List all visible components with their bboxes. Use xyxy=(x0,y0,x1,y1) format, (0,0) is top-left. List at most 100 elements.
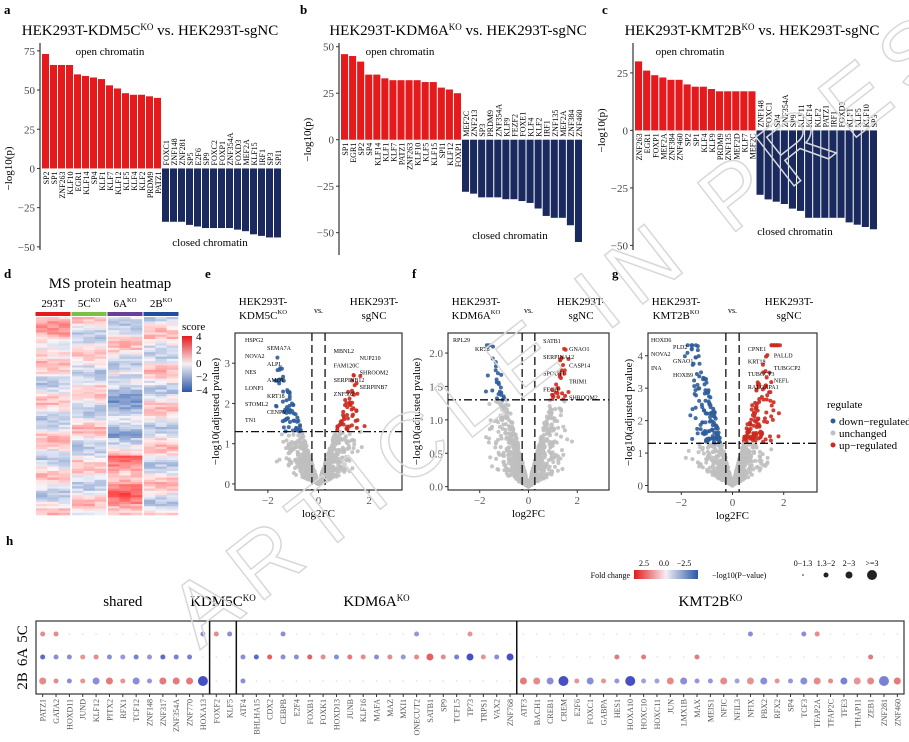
heatmap-cell xyxy=(58,499,71,503)
bar-closed xyxy=(813,130,821,218)
dotplot-dot xyxy=(68,633,71,635)
volcano-point xyxy=(695,382,700,387)
heatmap-cell xyxy=(108,334,120,338)
heatmap-cell xyxy=(94,453,107,456)
dotplot-dot xyxy=(546,677,554,685)
volcano-point xyxy=(299,469,304,474)
heatmap-cell xyxy=(94,446,107,450)
heatmap-cell xyxy=(58,398,71,401)
dotplot-dot xyxy=(868,654,874,660)
volcano-point xyxy=(339,437,344,442)
heatmap-cell xyxy=(108,376,120,379)
dotplot-dot xyxy=(562,656,565,658)
heatmap-cell xyxy=(47,455,59,459)
heatmap-cell xyxy=(72,398,84,401)
dotplot-dot xyxy=(614,654,620,660)
volcano-point xyxy=(563,347,568,352)
heatmap-cell xyxy=(58,363,71,366)
bar-closed xyxy=(550,139,558,218)
bar-open xyxy=(42,53,49,169)
volcano-point xyxy=(566,356,571,361)
bar-label: ZNF263 xyxy=(406,143,415,170)
heatmap-cell xyxy=(108,460,120,463)
heatmap-cell xyxy=(94,512,107,516)
volcano-point xyxy=(704,380,709,385)
dotplot-dot xyxy=(215,680,218,682)
dotplot-dot xyxy=(120,654,126,660)
heatmap-cell xyxy=(36,449,48,452)
bar-label: ZNF135 xyxy=(551,110,560,137)
volcano-point xyxy=(347,469,352,474)
volcano-point xyxy=(284,398,289,403)
heatmap-cell xyxy=(36,455,48,459)
heatmap-cell xyxy=(83,319,95,322)
heatmap-cell xyxy=(119,347,131,351)
dotplot-dot xyxy=(722,633,725,635)
heatmap-cell xyxy=(130,345,143,349)
heatmap-cell xyxy=(130,479,143,483)
volcano-point xyxy=(757,458,762,463)
heatmap-cell xyxy=(47,418,59,421)
dotplot-dot xyxy=(282,680,284,682)
bar-closed xyxy=(162,168,169,222)
heatmap-cell xyxy=(58,446,71,450)
volcano-point xyxy=(552,464,557,469)
heatmap-cell xyxy=(144,504,156,507)
heatmap-cell xyxy=(36,488,48,492)
heatmap-cell xyxy=(72,440,84,443)
volcano-point xyxy=(753,458,758,463)
heatmap-cell xyxy=(155,347,167,351)
heatmap-cell xyxy=(166,479,179,483)
heatmap-cell xyxy=(36,396,48,399)
heatmap-cell xyxy=(36,493,48,496)
dotplot-dot xyxy=(482,680,485,682)
heatmap-cell xyxy=(130,325,143,329)
heatmap-cell xyxy=(155,464,167,467)
volcano-point xyxy=(690,362,695,367)
heatmap-cell xyxy=(36,411,48,415)
heatmap-cell xyxy=(94,455,107,459)
volcano-point xyxy=(325,473,330,478)
bar-closed xyxy=(170,168,177,222)
heatmap-cell xyxy=(83,365,95,368)
volcano-point xyxy=(284,438,289,443)
bar-closed xyxy=(274,168,281,238)
heatmap-cell xyxy=(155,413,167,417)
volcano-point xyxy=(551,415,556,420)
heatmap-cell xyxy=(83,391,95,395)
bar-label: KLF12 xyxy=(114,171,123,194)
heatmap-cell xyxy=(166,376,179,379)
heatmap-cell xyxy=(58,468,71,472)
heatmap-cell xyxy=(144,323,156,327)
volcano-point xyxy=(302,447,307,452)
heatmap-cell xyxy=(36,378,48,382)
heatmap-cell xyxy=(155,400,167,404)
volcano-point xyxy=(683,455,688,460)
volcano-point xyxy=(499,372,504,377)
heatmap-cell xyxy=(36,389,48,393)
heatmap-cell xyxy=(94,367,107,371)
heatmap-cell xyxy=(72,455,84,459)
gene-label: NFIC xyxy=(720,699,729,717)
heatmap-cell xyxy=(58,409,71,412)
dotplot-dot xyxy=(762,656,765,658)
gene-label: ZNF148 xyxy=(146,699,155,726)
gene-label-down: HOXD6 xyxy=(651,338,671,344)
gene-label: CDX2 xyxy=(266,699,275,720)
heatmap-cell xyxy=(166,493,179,496)
heatmap-cell xyxy=(83,325,95,329)
heatmap-cell xyxy=(83,336,95,340)
heatmap-cell xyxy=(166,391,179,395)
heatmap-cell xyxy=(83,482,95,485)
heatmap-cell xyxy=(94,418,107,421)
volcano-point xyxy=(513,442,518,447)
heatmap-cell xyxy=(83,387,95,390)
heatmap-cell xyxy=(72,471,84,474)
heatmap-cell xyxy=(144,405,156,408)
heatmap-cell xyxy=(130,354,143,357)
x-tick-label: 0 xyxy=(316,495,322,507)
heatmap-cell xyxy=(47,482,59,485)
regulate-legend-title: regulate xyxy=(827,399,863,411)
heatmap-cell xyxy=(36,334,48,338)
volcano-point xyxy=(323,462,328,467)
